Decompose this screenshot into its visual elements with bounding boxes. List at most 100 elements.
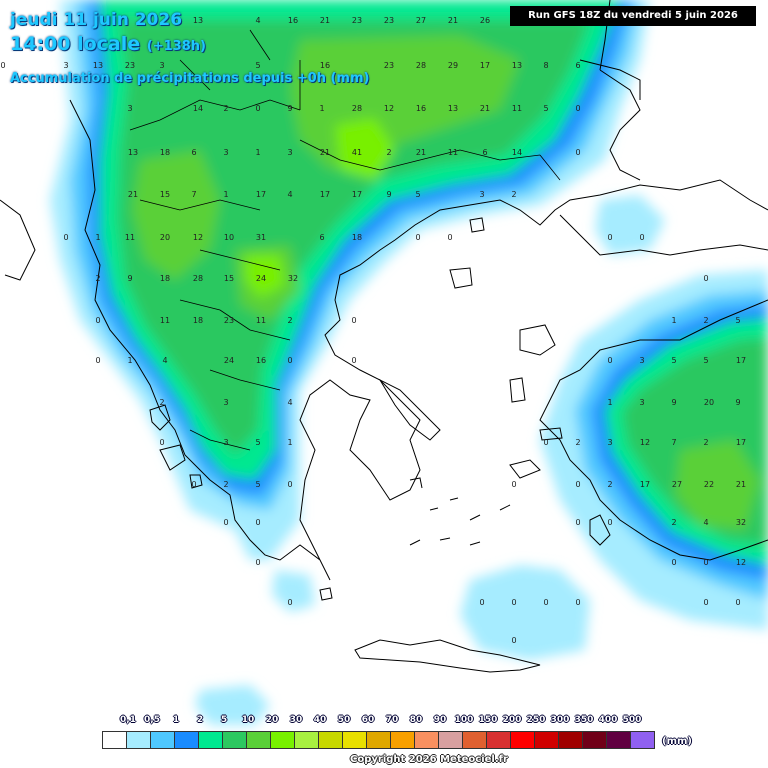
chios: [509, 377, 526, 403]
scale-swatch: [486, 731, 511, 749]
precip-value: 4: [703, 518, 708, 527]
precip-value: 5: [671, 356, 676, 365]
precipitation-field: [50, 0, 768, 725]
precip-value: 0: [575, 518, 580, 527]
precip-value: 5: [255, 61, 260, 70]
precip-value: 0: [479, 598, 484, 607]
precip-value: 11: [256, 316, 266, 325]
scale-tick: 500: [622, 715, 642, 725]
precip-value: 0: [543, 438, 548, 447]
lesbos: [519, 324, 556, 356]
precip-value: 11: [448, 148, 458, 157]
scale-tick: 100: [454, 715, 474, 725]
bosphorus: [599, 69, 641, 181]
scale-tick: 2: [196, 715, 204, 725]
scale-tick: 5: [220, 715, 228, 725]
crete: [354, 639, 541, 673]
scale-tick: 0,1: [120, 715, 136, 725]
scale-swatch: [462, 731, 487, 749]
precip-value: 22: [704, 480, 714, 489]
scale-swatch: [222, 731, 247, 749]
lead-time: (+138h): [146, 39, 206, 54]
precip-value: 2: [223, 480, 228, 489]
scale-swatch: [390, 731, 415, 749]
scale-swatch: [198, 731, 223, 749]
precip-value: 6: [482, 148, 487, 157]
precip-value: 1: [319, 104, 324, 113]
precip-value: 0: [287, 598, 292, 607]
precip-value: 0: [511, 636, 516, 645]
precip-value: 3: [223, 438, 228, 447]
precip-value: 1: [607, 398, 612, 407]
precip-value: 0: [671, 558, 676, 567]
precip-value: 8: [543, 61, 548, 70]
precip-value: 0: [287, 480, 292, 489]
scale-tick: 300: [550, 715, 570, 725]
scale-tick: 0,5: [144, 715, 160, 725]
precip-value: 11: [125, 233, 135, 242]
precip-value: 0: [703, 598, 708, 607]
precip-value: 3: [607, 438, 612, 447]
precip-value: 0: [63, 233, 68, 242]
precip-value: 5: [703, 356, 708, 365]
precip-value: 17: [352, 190, 362, 199]
scale-tick: 20: [265, 715, 279, 725]
precip-value: 9: [671, 398, 676, 407]
precip-value: 17: [736, 356, 746, 365]
precip-value: 24: [256, 274, 266, 283]
scale-swatch: [558, 731, 583, 749]
cyclades: [409, 477, 511, 546]
mainland-coast: [0, 99, 768, 581]
precip-value: 14: [193, 104, 203, 113]
precip-value: 3: [63, 61, 68, 70]
precip-value: 20: [704, 398, 714, 407]
precip-value: 2: [511, 190, 516, 199]
precip-value: 14: [512, 148, 522, 157]
precip-value: 32: [736, 518, 746, 527]
scale-swatch: [318, 731, 343, 749]
precip-value: 21: [320, 16, 330, 25]
scale-swatch: [342, 731, 367, 749]
precip-value: 0: [575, 598, 580, 607]
precip-value: 18: [193, 316, 203, 325]
inner-borders: [129, 29, 561, 451]
scale-swatch: [534, 731, 559, 749]
precip-value: 0: [351, 356, 356, 365]
rhodes: [589, 514, 611, 546]
precip-value: 0: [415, 233, 420, 242]
precip-value: 3: [127, 104, 132, 113]
time-label: 14:00 locale: [10, 33, 141, 55]
precip-value: 23: [384, 16, 394, 25]
precip-value: 0: [703, 274, 708, 283]
precip-value: 0: [351, 316, 356, 325]
precip-value: 24: [224, 356, 234, 365]
precip-value: 13: [193, 16, 203, 25]
precip-values: 13 4 16 21 23 23 27 21 260 3 13 23 3 5 16 23 28 29 17 13 8 63…: [0, 16, 746, 645]
precip-value: 11: [160, 316, 170, 325]
precip-value: 21: [320, 148, 330, 157]
scale-tick: 400: [598, 715, 618, 725]
precip-value: 3: [159, 61, 164, 70]
run-info: Run GFS 18Z du vendredi 5 juin 2026: [510, 6, 756, 26]
scale-tick: 10: [241, 715, 255, 725]
scale-swatch: [366, 731, 391, 749]
precip-value: 5: [255, 480, 260, 489]
precip-value: 0: [511, 598, 516, 607]
precip-value: 12: [384, 104, 394, 113]
precip-value: 3: [223, 148, 228, 157]
precip-value: 6: [319, 233, 324, 242]
precip-value: 5: [255, 438, 260, 447]
forecast-time: 14:00 locale (+138h): [10, 33, 206, 55]
precip-value: 1: [95, 233, 100, 242]
precip-value: 21: [480, 104, 490, 113]
precip-value: 2: [607, 480, 612, 489]
precip-value: 5: [543, 104, 548, 113]
scale-tick: 40: [313, 715, 327, 725]
precip-value: 2: [159, 398, 164, 407]
precip-value: 1: [255, 148, 260, 157]
precip-value: 3: [639, 398, 644, 407]
precip-value: 26: [480, 16, 490, 25]
precip-value: 16: [288, 16, 298, 25]
precip-value: 13: [512, 61, 522, 70]
precip-value: 0: [511, 480, 516, 489]
